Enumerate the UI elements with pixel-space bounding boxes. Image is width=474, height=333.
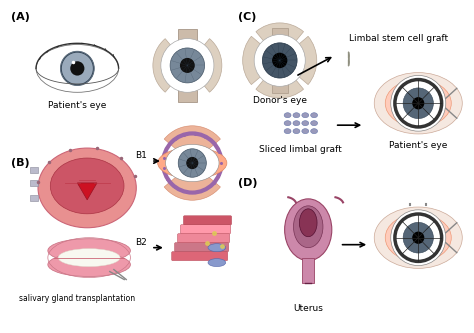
Ellipse shape (284, 121, 291, 126)
Circle shape (254, 35, 305, 86)
Bar (30, 167, 38, 173)
Polygon shape (77, 183, 97, 200)
FancyBboxPatch shape (174, 243, 228, 252)
Ellipse shape (36, 45, 118, 92)
Ellipse shape (385, 80, 451, 127)
Ellipse shape (48, 239, 130, 263)
Text: (B): (B) (10, 158, 29, 168)
Wedge shape (243, 36, 280, 85)
Ellipse shape (165, 145, 219, 181)
Ellipse shape (208, 259, 226, 267)
Ellipse shape (300, 209, 317, 237)
Text: Sliced limbal graft: Sliced limbal graft (259, 145, 342, 154)
Wedge shape (187, 39, 222, 92)
Bar (30, 195, 38, 201)
Bar (178, 90, 197, 102)
Wedge shape (153, 39, 187, 92)
Text: salivary gland transplantation: salivary gland transplantation (19, 294, 136, 303)
Circle shape (186, 157, 198, 169)
Ellipse shape (374, 207, 462, 268)
Text: (D): (D) (238, 178, 258, 188)
Ellipse shape (285, 199, 332, 261)
Text: Patient's eye: Patient's eye (48, 101, 107, 110)
Ellipse shape (302, 121, 309, 126)
Circle shape (170, 48, 205, 83)
Circle shape (272, 53, 287, 68)
Circle shape (412, 97, 424, 110)
Text: Uterus: Uterus (293, 304, 323, 313)
Ellipse shape (302, 129, 309, 134)
Ellipse shape (310, 129, 318, 134)
Wedge shape (164, 126, 220, 163)
Wedge shape (256, 61, 303, 98)
Ellipse shape (310, 121, 318, 126)
Bar (178, 29, 197, 41)
Circle shape (60, 51, 94, 86)
Ellipse shape (293, 129, 300, 134)
Text: (C): (C) (238, 12, 257, 22)
Circle shape (70, 61, 84, 76)
FancyBboxPatch shape (181, 225, 231, 234)
Text: B2: B2 (135, 238, 147, 247)
Bar (272, 83, 288, 93)
Circle shape (161, 39, 214, 92)
Ellipse shape (284, 113, 291, 118)
Circle shape (403, 88, 433, 119)
Ellipse shape (310, 113, 318, 118)
Circle shape (262, 43, 297, 78)
Ellipse shape (385, 214, 451, 261)
Text: (A): (A) (10, 12, 29, 22)
FancyBboxPatch shape (178, 234, 229, 243)
Text: Patient's eye: Patient's eye (389, 141, 447, 150)
Ellipse shape (293, 113, 300, 118)
Ellipse shape (50, 158, 124, 214)
Text: Donor's eye: Donor's eye (253, 96, 307, 105)
Ellipse shape (293, 206, 323, 248)
Text: Limbal stem cell graft: Limbal stem cell graft (349, 34, 448, 43)
FancyBboxPatch shape (172, 252, 228, 261)
Ellipse shape (284, 129, 291, 134)
Circle shape (412, 231, 424, 244)
Ellipse shape (38, 148, 137, 228)
Circle shape (391, 210, 446, 266)
Wedge shape (164, 163, 220, 200)
Bar (272, 28, 288, 38)
Text: B1: B1 (135, 151, 147, 160)
Ellipse shape (208, 244, 226, 252)
Ellipse shape (293, 121, 300, 126)
Circle shape (391, 75, 446, 131)
Wedge shape (256, 23, 303, 61)
Ellipse shape (158, 148, 227, 178)
Circle shape (403, 222, 433, 253)
Circle shape (180, 58, 195, 73)
Bar (302, 258, 314, 282)
Ellipse shape (302, 113, 309, 118)
Ellipse shape (58, 249, 120, 267)
FancyBboxPatch shape (183, 216, 232, 225)
Ellipse shape (374, 73, 462, 134)
Ellipse shape (48, 253, 130, 276)
Wedge shape (280, 36, 317, 85)
Circle shape (178, 149, 206, 177)
Bar (30, 180, 38, 186)
